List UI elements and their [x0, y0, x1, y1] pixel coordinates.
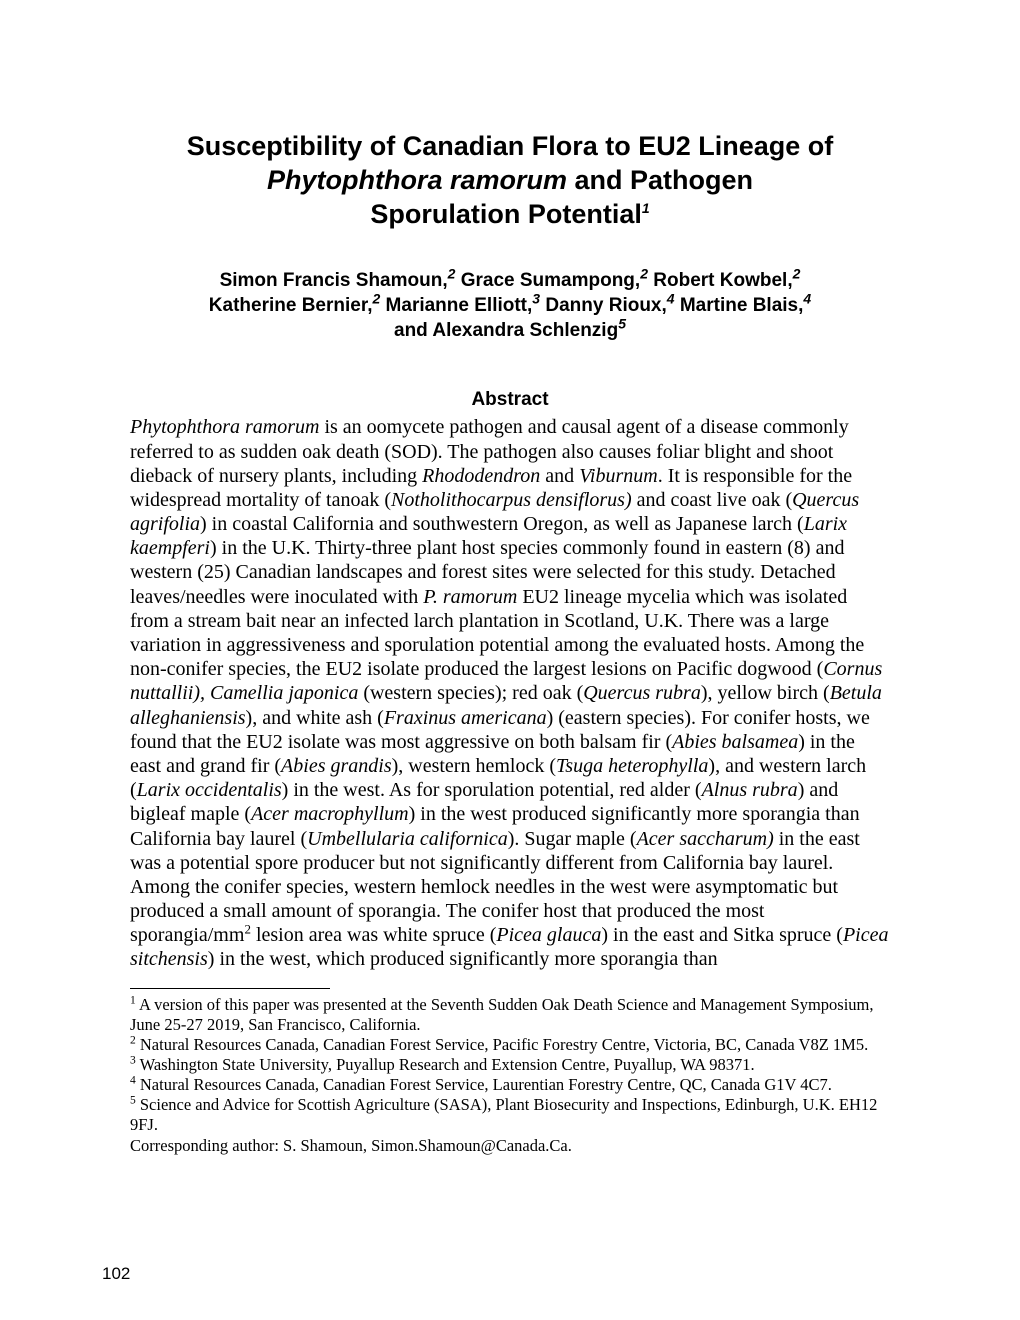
page: Susceptibility of Canadian Flora to EU2 … [0, 0, 1020, 1320]
abstract-text: ), yellow birch ( [701, 682, 830, 704]
paper-title: Susceptibility of Canadian Flora to EU2 … [130, 130, 890, 231]
corresponding-author: Corresponding author: S. Shamoun, Simon.… [130, 1136, 890, 1156]
title-line2-rest: and Pathogen [567, 165, 753, 195]
abstract-italic: Rhododendron [422, 465, 540, 487]
author-name: Danny Rioux, [540, 295, 667, 316]
abstract-italic: Picea glauca [496, 924, 601, 946]
footnote-text: Science and Advice for Scottish Agricult… [130, 1095, 877, 1134]
footnote: 2 Natural Resources Canada, Canadian For… [130, 1035, 890, 1055]
footnote-text: Washington State University, Puyallup Re… [136, 1055, 755, 1074]
author-name: and Alexandra Schlenzig [394, 320, 618, 341]
abstract-text: lesion area was white spruce ( [251, 924, 496, 946]
abstract-italic: Fraxinus americana [384, 707, 547, 729]
abstract-text: and [540, 465, 579, 487]
footnote: 1 A version of this paper was presented … [130, 995, 890, 1035]
title-line3: Sporulation Potential [370, 199, 642, 229]
abstract-italic: Viburnum [579, 465, 658, 487]
author-affil-ref: 4 [667, 291, 675, 307]
footnote-rule [130, 988, 330, 989]
abstract-text: ) in coastal California and southwestern… [200, 513, 804, 535]
footnote: 5 Science and Advice for Scottish Agricu… [130, 1095, 890, 1135]
abstract-italic: Phytophthora ramorum [130, 416, 319, 438]
abstract-italic: Acer macrophyllum [251, 803, 409, 825]
author-affil-ref: 2 [640, 266, 648, 282]
abstract-italic: Notholithocarpus densiflorus) [391, 489, 632, 511]
abstract-text: ) in the west. As for sporulation potent… [282, 779, 702, 801]
abstract-italic: Acer saccharum) [637, 828, 774, 850]
author-name: Marianne Elliott, [380, 295, 532, 316]
author-affil-ref: 4 [803, 291, 811, 307]
footnote: 3 Washington State University, Puyallup … [130, 1055, 890, 1075]
author-name: Simon Francis Shamoun, [220, 270, 448, 291]
abstract-italic: Tsuga heterophylla [556, 755, 708, 777]
abstract-text: ) in the west, which produced significan… [208, 948, 718, 970]
footnote-text: A version of this paper was presented at… [130, 995, 874, 1034]
abstract-text: (western species); red oak ( [358, 682, 583, 704]
author-affil-ref: 3 [532, 291, 540, 307]
abstract-italic: Umbellularia californica [307, 828, 508, 850]
abstract-body: Phytophthora ramorum is an oomycete path… [130, 415, 890, 971]
abstract-text: and coast live oak ( [632, 489, 793, 511]
footnote-text: Natural Resources Canada, Canadian Fores… [136, 1035, 868, 1054]
footnote-text: Natural Resources Canada, Canadian Fores… [136, 1075, 832, 1094]
author-affil-ref: 2 [793, 266, 801, 282]
author-name: Robert Kowbel, [648, 270, 793, 291]
abstract-italic: Abies balsamea [672, 731, 798, 753]
author-affil-ref: 5 [618, 315, 626, 331]
abstract-heading: Abstract [130, 389, 890, 411]
abstract-text: ). Sugar maple ( [508, 828, 637, 850]
abstract-text: ), western hemlock ( [392, 755, 556, 777]
abstract-text: ), and white ash ( [246, 707, 384, 729]
page-number: 102 [102, 1264, 130, 1284]
footnote: 4 Natural Resources Canada, Canadian For… [130, 1075, 890, 1095]
title-line2-italic: Phytophthora ramorum [267, 165, 567, 195]
abstract-italic: Quercus rubra [583, 682, 701, 704]
author-name: Grace Sumampong, [455, 270, 640, 291]
authors-block: Simon Francis Shamoun, 2 Grace Sumampong,… [160, 269, 860, 343]
author-name: Martine Blais, [675, 295, 804, 316]
title-line1: Susceptibility of Canadian Flora to EU2 … [187, 131, 834, 161]
abstract-italic: P. ramorum [423, 586, 517, 608]
abstract-italic: Alnus rubra [702, 779, 798, 801]
abstract-italic: Larix occidentalis [137, 779, 282, 801]
abstract-italic: Abies grandis [281, 755, 392, 777]
author-name: Katherine Bernier, [209, 295, 373, 316]
title-footnote-ref: 1 [642, 200, 650, 216]
footnotes-block: 1 A version of this paper was presented … [130, 995, 890, 1156]
abstract-text: ) in the east and Sitka spruce ( [601, 924, 843, 946]
